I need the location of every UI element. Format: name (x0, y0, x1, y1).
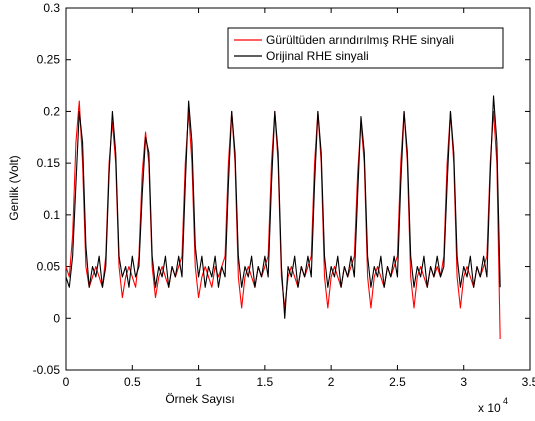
x-tick-label: 3 (460, 375, 467, 389)
x-multiplier-exponent: 4 (503, 396, 508, 406)
x-multiplier: x 10 (478, 401, 501, 415)
x-tick-label: 1.5 (257, 375, 274, 389)
y-tick-label: 0.15 (37, 156, 61, 170)
x-tick-label: 0.5 (124, 375, 141, 389)
legend-label: Orijinal RHE sinyali (266, 49, 369, 63)
y-tick-label: 0.2 (43, 104, 60, 118)
legend-label: Gürültüden arındırılmış RHE sinyali (266, 33, 454, 47)
y-tick-label: 0.3 (43, 1, 60, 15)
y-tick-label: 0.1 (43, 208, 60, 222)
y-tick-label: 0.25 (37, 53, 61, 67)
y-tick-label: 0 (53, 311, 60, 325)
y-axis-label: Genlik (Volt) (7, 155, 21, 220)
x-tick-label: 1 (195, 375, 202, 389)
x-tick-label: 2.5 (389, 375, 406, 389)
x-tick-label: 3.5 (522, 375, 535, 389)
x-tick-label: 2 (328, 375, 335, 389)
plot-frame (65, 7, 531, 371)
x-tick-label: 0 (63, 375, 70, 389)
y-tick-label: -0.05 (33, 363, 61, 377)
y-tick-label: 0.05 (37, 260, 61, 274)
series-line (65, 95, 501, 319)
legend-box (227, 27, 504, 69)
x-axis-label: Örnek Sayısı (165, 392, 234, 406)
